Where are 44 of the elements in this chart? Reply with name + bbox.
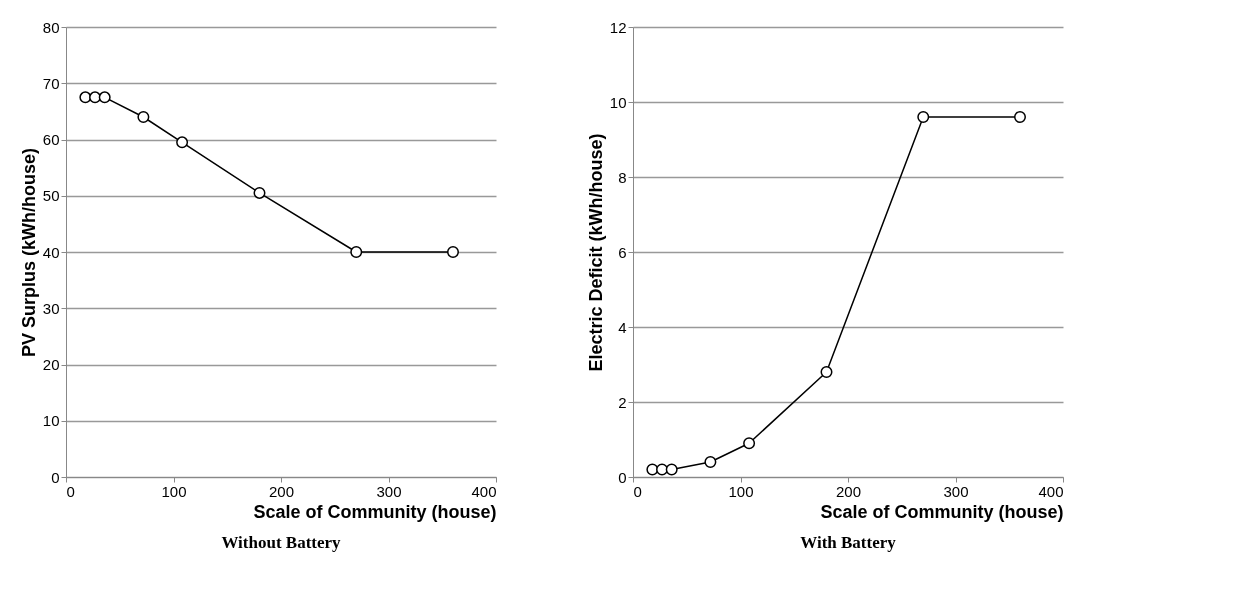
y-tick-label: 30 — [42, 299, 60, 317]
x-tick-label: 0 — [633, 482, 642, 500]
point — [1014, 111, 1026, 123]
x-tick-label: 300 — [376, 482, 402, 500]
x-tick-label: 200 — [268, 482, 295, 500]
x-axis-title: Scale of Community (house) — [253, 501, 497, 522]
text: With Battery — [800, 533, 897, 552]
point — [176, 136, 189, 149]
x-tick-label: 400 — [471, 482, 497, 500]
point — [447, 246, 459, 258]
y-tick-label: 4 — [618, 318, 627, 336]
y-tick-label: 20 — [42, 356, 60, 373]
y-tick-label: 8 — [618, 168, 627, 186]
y-tick-label: 0 — [618, 468, 627, 486]
x-tick-label: 100 — [728, 482, 754, 500]
x-axis-title: Scale of Community (house) — [820, 501, 1064, 522]
point — [917, 111, 930, 123]
y-tick-label: 0 — [51, 468, 60, 486]
y-tick-label: 2 — [618, 393, 627, 411]
point — [137, 111, 150, 123]
y-tick-label: 10 — [42, 412, 60, 430]
x-tick-label: 300 — [943, 482, 969, 500]
y-tick-label: 6 — [618, 243, 627, 261]
x-tick-label: 200 — [835, 482, 862, 500]
y-axis-title: Electric Deficit (kWh/house) — [585, 133, 606, 372]
point — [350, 246, 363, 258]
y-tick-label: 10 — [609, 93, 627, 111]
y-tick-label: 40 — [42, 243, 60, 261]
y-tick-label: 60 — [42, 131, 60, 148]
y-axis-title: PV Surplus (kWh/house) — [18, 147, 39, 358]
point — [743, 437, 756, 450]
point — [253, 186, 266, 199]
y-tick-label: 80 — [42, 18, 60, 36]
y-tick-label: 50 — [42, 187, 60, 205]
point — [820, 366, 833, 378]
point — [704, 456, 717, 468]
text: Without Battery — [221, 533, 342, 552]
y-tick-label: 70 — [42, 74, 60, 92]
x-tick-label: 400 — [1038, 482, 1064, 500]
x-tick-label: 100 — [161, 482, 187, 500]
y-tick-label: 12 — [609, 18, 627, 36]
point — [665, 463, 678, 476]
point — [98, 91, 111, 104]
x-tick-label: 0 — [66, 482, 75, 500]
